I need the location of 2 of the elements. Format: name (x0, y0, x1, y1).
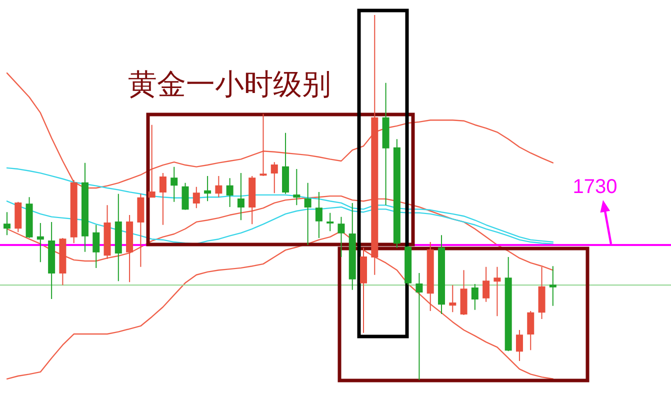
text: 黄金一小时级别 (128, 69, 331, 101)
annotation: 1730 (572, 176, 618, 198)
